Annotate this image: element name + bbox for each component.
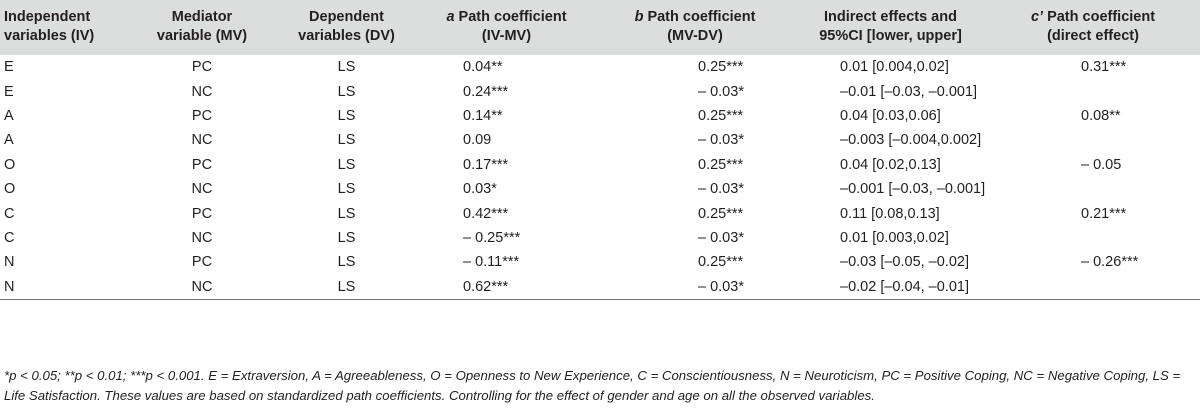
cell-c: 0.31*** (1081, 59, 1127, 76)
cell-b: 0.25*** (698, 205, 744, 222)
table-row: E NC LS 0.24*** – 0.03* –0.01 [–0.03, –0… (0, 79, 1200, 103)
cell-c (986, 177, 1200, 201)
cell-a: 0.14** (463, 107, 503, 124)
cell-iv: A (4, 107, 14, 124)
cell-iv: C (4, 205, 15, 222)
header-indirect: Indirect effects and 95%CI [lower, upper] (819, 9, 962, 44)
cell-b: 0.25*** (698, 59, 744, 76)
cell-iv: N (0, 274, 129, 300)
cell-b: 0.25*** (698, 156, 744, 173)
header-mv: Mediator variable (MV) (156, 9, 248, 44)
table-row: O NC LS 0.03* – 0.03* –0.001 [–0.03, –0.… (0, 177, 1200, 201)
cell-dv: LS (337, 254, 356, 271)
cell-c (986, 226, 1200, 250)
table-row: N NC LS 0.62*** – 0.03* –0.02 [–0.04, –0… (0, 274, 1200, 300)
cell-indirect: 0.01 [0.004,0.02] (840, 59, 949, 76)
cell-indirect: –0.01 [–0.03, –0.001] (840, 83, 978, 100)
cell-c (986, 274, 1200, 300)
cell-dv: LS (337, 107, 356, 124)
cell-b: – 0.03* (698, 181, 744, 198)
cell-indirect: –0.001 [–0.03, –0.001] (840, 181, 986, 198)
table-footnote: *p < 0.05; **p < 0.01; ***p < 0.001. E =… (4, 368, 1181, 403)
header-iv: Independent variables (IV) (4, 9, 95, 44)
cell-a: 0.62*** (418, 274, 595, 300)
cell-a: 0.04** (463, 59, 503, 76)
cell-indirect: 0.04 [0.02,0.13] (840, 156, 941, 173)
cell-dv: LS (337, 229, 356, 246)
cell-a: – 0.11*** (463, 254, 520, 271)
header-b-path: b Path coefficient (MV-DV) (634, 9, 756, 44)
cell-iv: O (4, 156, 16, 173)
cell-indirect: –0.03 [–0.05, –0.02] (840, 254, 969, 271)
cell-a: – 0.25*** (463, 229, 521, 246)
table-row: N PC LS – 0.11*** 0.25*** –0.03 [–0.05, … (0, 250, 1200, 274)
cell-iv: E (4, 59, 14, 76)
cell-mv: NC (191, 229, 213, 246)
header-c-path: c’ Path coefficient (direct effect) (1030, 9, 1156, 44)
cell-c (986, 128, 1200, 152)
cell-mv: PC (191, 205, 213, 222)
cell-a: 0.42*** (463, 205, 509, 222)
cell-c: 0.08** (1081, 107, 1121, 124)
table-row: O PC LS 0.17*** 0.25*** 0.04 [0.02,0.13]… (0, 153, 1200, 177)
cell-iv: N (4, 254, 15, 271)
cell-b: – 0.03* (595, 274, 795, 300)
cell-a: 0.24*** (463, 83, 509, 100)
cell-a: 0.03* (463, 181, 497, 198)
cell-a: 0.17*** (463, 156, 509, 173)
cell-mv: NC (191, 181, 213, 198)
cell-c (986, 79, 1200, 103)
cell-dv: LS (337, 181, 356, 198)
cell-mv: PC (191, 107, 213, 124)
table-row: C PC LS 0.42*** 0.25*** 0.11 [0.08,0.13]… (0, 201, 1200, 225)
cell-indirect: –0.02 [–0.04, –0.01] (795, 274, 986, 300)
cell-dv: LS (337, 132, 356, 149)
cell-dv: LS (337, 205, 356, 222)
cell-dv: LS (337, 156, 356, 173)
mediation-table: Independent variables (IV) Mediator variab… (0, 0, 1200, 300)
cell-indirect: –0.003 [–0.004,0.002] (840, 132, 982, 149)
cell-dv: LS (337, 83, 356, 100)
cell-mv: NC (129, 274, 275, 300)
cell-dv: LS (275, 274, 418, 300)
cell-c: – 0.05 (1081, 156, 1122, 173)
cell-mv: NC (191, 132, 213, 149)
cell-iv: A (4, 132, 14, 149)
cell-c: – 0.26*** (1081, 254, 1139, 271)
cell-iv: C (4, 229, 15, 246)
cell-mv: PC (191, 254, 213, 271)
cell-iv: E (4, 83, 14, 100)
cell-indirect: 0.04 [0.03,0.06] (840, 107, 941, 124)
table-row: A PC LS 0.14** 0.25*** 0.04 [0.03,0.06] … (0, 104, 1200, 128)
header-row: Independent variables (IV) Mediator variab… (0, 0, 1200, 55)
cell-c: 0.21*** (1081, 205, 1127, 222)
cell-b: 0.25*** (698, 107, 744, 124)
cell-iv: O (4, 181, 16, 198)
table-row: E PC LS 0.04** 0.25*** 0.01 [0.004,0.02]… (0, 55, 1200, 79)
header-dv: Dependent variables (DV) (298, 9, 395, 44)
cell-mv: PC (191, 156, 213, 173)
cell-b: – 0.03* (698, 83, 744, 100)
cell-mv: NC (191, 83, 213, 100)
header-a-path: a Path coefficient (IV-MV) (446, 9, 567, 44)
cell-dv: LS (337, 59, 356, 76)
cell-b: – 0.03* (698, 229, 744, 246)
cell-indirect: 0.11 [0.08,0.13] (840, 205, 940, 222)
table-row: C NC LS – 0.25*** – 0.03* 0.01 [0.003,0.… (0, 226, 1200, 250)
table-row: A NC LS 0.09 – 0.03* –0.003 [–0.004,0.00… (0, 128, 1200, 152)
cell-b: 0.25*** (698, 254, 744, 271)
cell-mv: PC (191, 59, 213, 76)
cell-a: 0.09 (463, 132, 492, 149)
cell-b: – 0.03* (698, 132, 744, 149)
cell-indirect: 0.01 [0.003,0.02] (840, 229, 949, 246)
